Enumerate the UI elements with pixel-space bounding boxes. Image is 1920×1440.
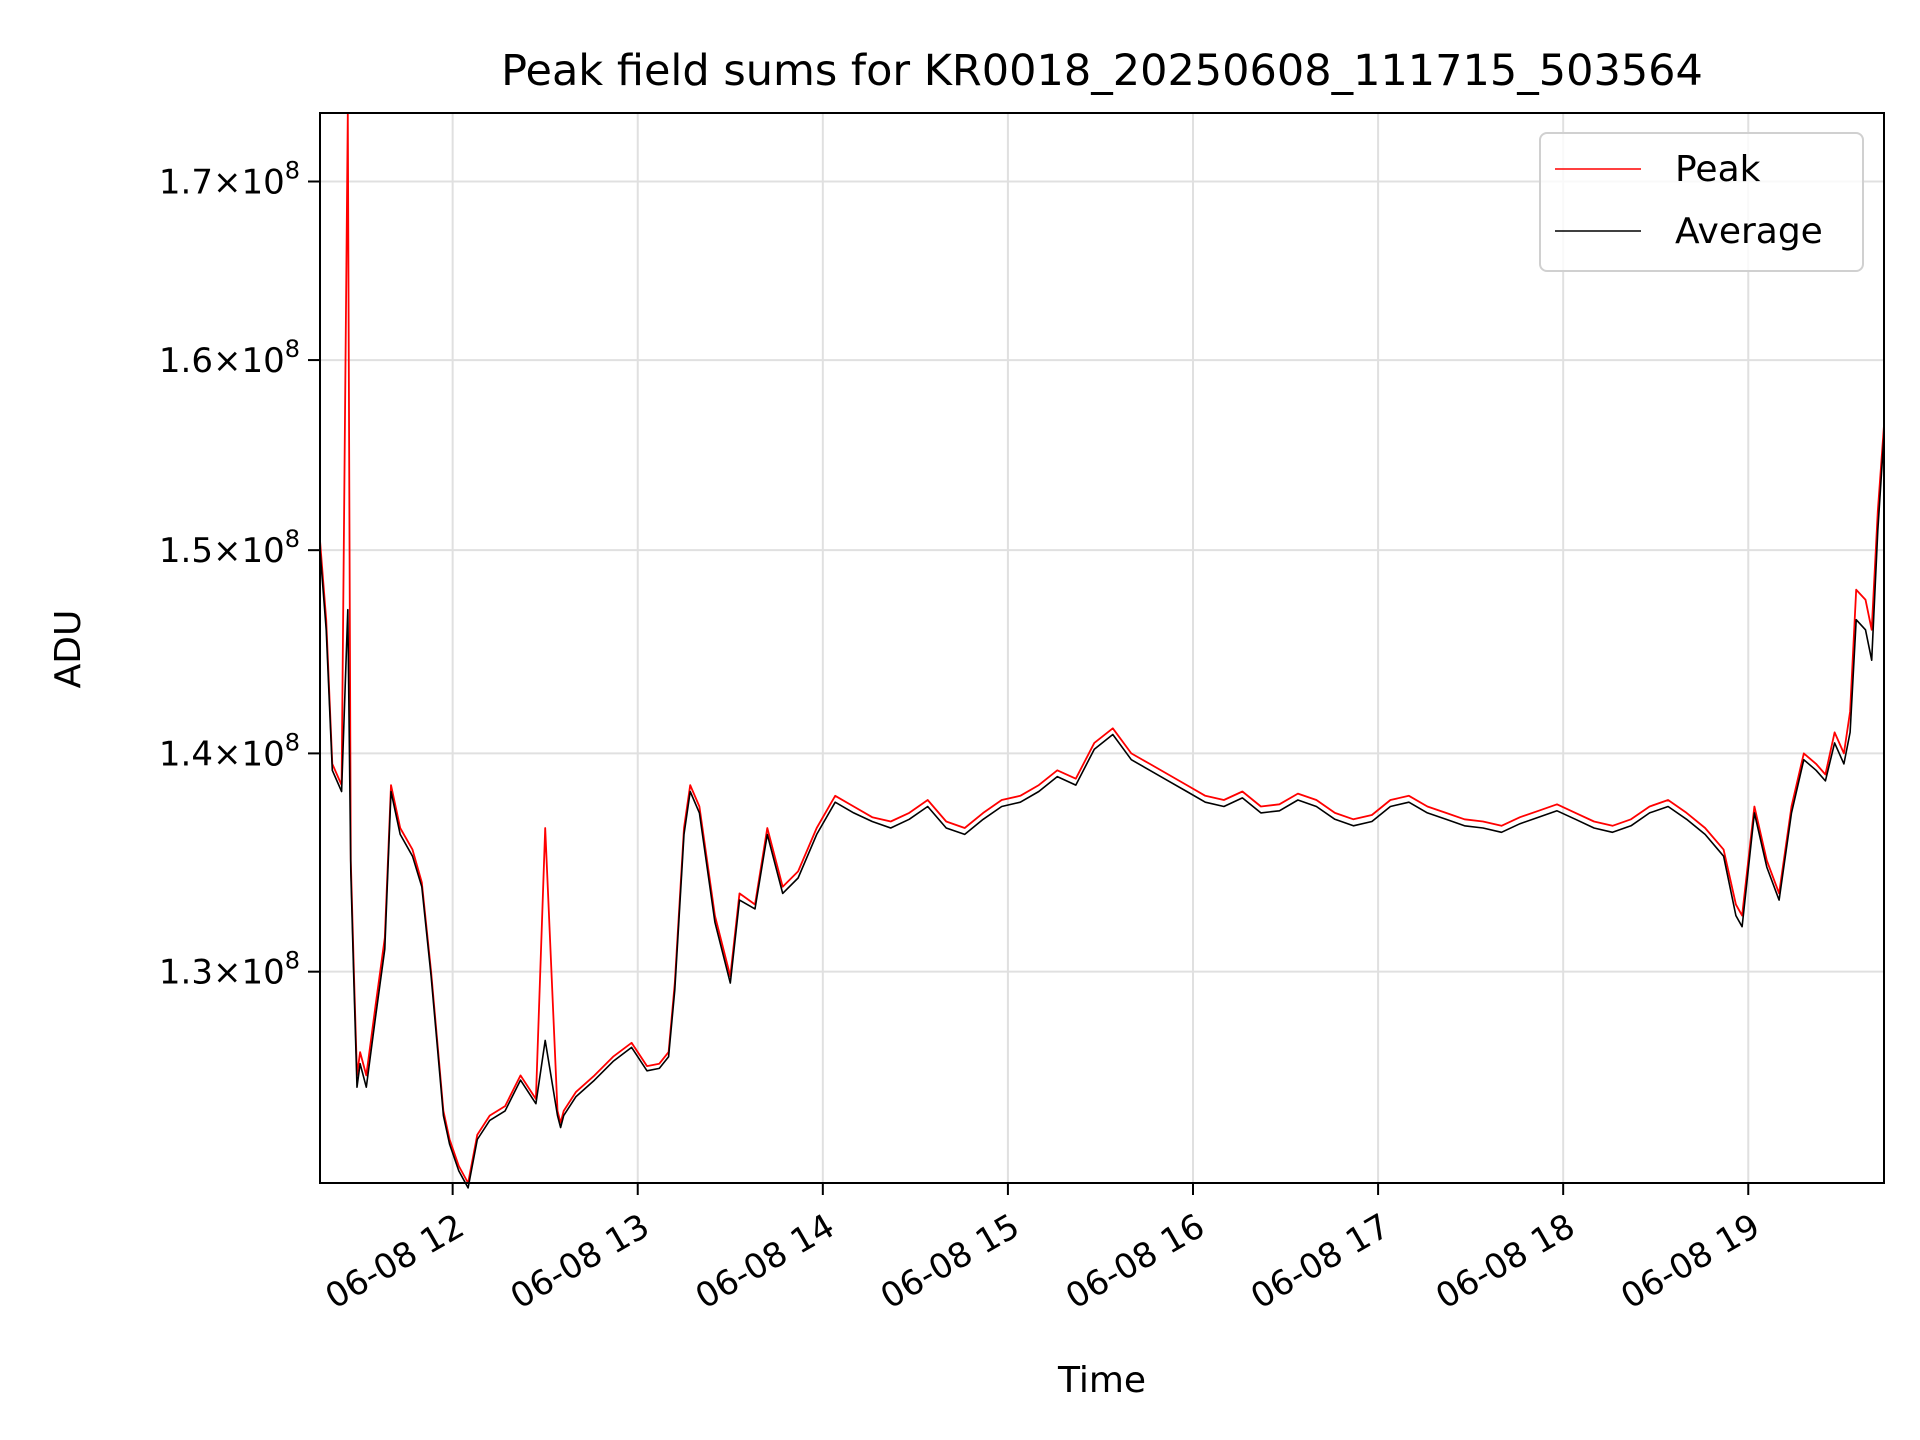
y-tick-label: 1.7×108 — [159, 157, 300, 203]
y-tick-times: ×10 — [213, 734, 285, 774]
y-tick-mantissa: 1.5 — [159, 531, 213, 571]
legend: Peak Average — [1539, 132, 1864, 272]
plot-frame — [319, 112, 1885, 1184]
y-axis-label: ADU — [48, 610, 89, 689]
y-tick-mantissa: 1.3 — [159, 953, 213, 993]
x-axis-label: Time — [1057, 1360, 1146, 1401]
series-layer — [319, 112, 1885, 1189]
y-tick-exponent: 8 — [285, 947, 300, 975]
y-tick-exponent: 8 — [285, 728, 300, 756]
y-tick-times: ×10 — [213, 341, 285, 381]
y-tick-times: ×10 — [213, 163, 285, 203]
series-peak-line — [319, 112, 1885, 1184]
y-tick-mantissa: 1.7 — [159, 163, 213, 203]
y-tick-label: 1.6×108 — [159, 335, 300, 381]
series-average-line — [319, 434, 1885, 1189]
y-tick-mantissa: 1.6 — [159, 341, 213, 381]
legend-average-label: Average — [1675, 211, 1823, 252]
grid — [320, 113, 1884, 1183]
y-tick-label: 1.3×108 — [159, 947, 300, 993]
y-tick-exponent: 8 — [285, 335, 300, 363]
y-tick-exponent: 8 — [285, 525, 300, 553]
y-tick-times: ×10 — [213, 953, 285, 993]
y-tick-label: 1.5×108 — [159, 525, 300, 571]
legend-box — [1539, 132, 1864, 272]
y-tick-exponent: 8 — [285, 157, 300, 185]
y-tick-label: 1.4×108 — [159, 728, 300, 774]
legend-peak-label: Peak — [1675, 149, 1761, 190]
y-tick-mantissa: 1.4 — [159, 734, 213, 774]
chart-title: Peak field sums for KR0018_20250608_1117… — [501, 46, 1703, 96]
y-tick-times: ×10 — [213, 531, 285, 571]
